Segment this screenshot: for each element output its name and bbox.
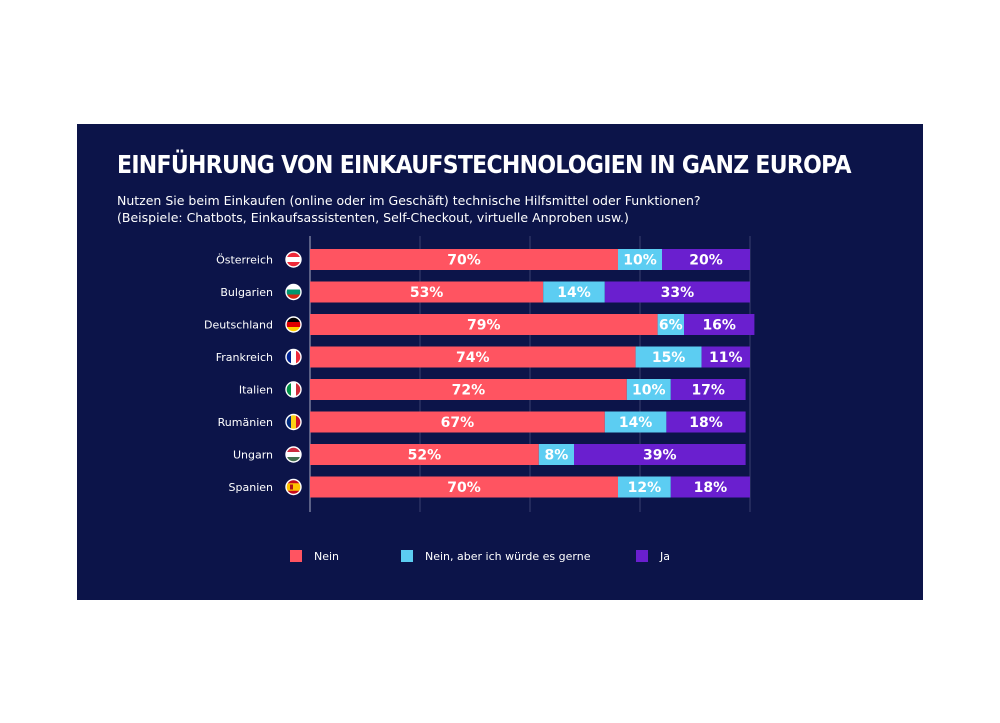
romania-flag-icon <box>286 414 301 430</box>
value-label-ja-ungarn: 39% <box>643 448 677 464</box>
bar-nein-rumaenien <box>310 411 605 433</box>
germany-flag-icon <box>286 317 301 332</box>
value-label-nein-aber-ich-wuerde-es-gerne-rumaenien: 14% <box>619 415 653 431</box>
country-label-frankreich: Frankreich <box>216 351 273 364</box>
value-label-nein-aber-ich-wuerde-es-gerne-bulgarien: 14% <box>557 285 591 301</box>
bar-nein-aber-ich-wuerde-es-gerne-spanien <box>618 476 671 498</box>
flag-ring <box>285 316 302 333</box>
value-label-nein-frankreich: 74% <box>456 350 490 366</box>
value-label-ja-spanien: 18% <box>694 480 728 496</box>
bar-nein-aber-ich-wuerde-es-gerne-oesterreich <box>618 249 662 270</box>
value-label-ja-deutschland: 16% <box>702 318 736 334</box>
value-label-nein-bulgarien: 53% <box>410 285 444 301</box>
bar-nein-oesterreich <box>310 249 618 270</box>
bar-nein-aber-ich-wuerde-es-gerne-frankreich <box>635 346 702 368</box>
bar-ja-deutschland <box>684 314 755 335</box>
bar-nein-aber-ich-wuerde-es-gerne-ungarn <box>538 444 574 465</box>
bar-ja-spanien <box>670 476 750 498</box>
flag-ring <box>285 446 302 463</box>
value-label-nein-italien: 72% <box>452 383 486 399</box>
bar-nein-spanien <box>310 476 618 498</box>
italy-flag-icon <box>286 382 301 397</box>
country-label-deutschland: Deutschland <box>204 319 273 332</box>
value-label-ja-oesterreich: 20% <box>689 253 723 269</box>
austria-flag-icon <box>286 252 301 267</box>
legend-label-nein: Nein <box>314 550 339 563</box>
country-label-oesterreich: Österreich <box>216 254 273 267</box>
chart-subtitle-line-1: Nutzen Sie beim Einkaufen (online oder i… <box>117 193 701 208</box>
flag-ring <box>285 251 302 268</box>
legend-swatch-nein <box>290 550 302 562</box>
value-label-nein-aber-ich-wuerde-es-gerne-spanien: 12% <box>628 480 662 496</box>
value-label-nein-oesterreich: 70% <box>447 253 481 269</box>
bar-ja-bulgarien <box>604 281 750 303</box>
value-label-ja-italien: 17% <box>691 383 725 399</box>
value-label-ja-frankreich: 11% <box>709 350 743 366</box>
hungary-flag-icon <box>286 447 301 462</box>
value-label-nein-rumaenien: 67% <box>441 415 475 431</box>
value-label-nein-aber-ich-wuerde-es-gerne-italien: 10% <box>632 383 666 399</box>
value-label-nein-aber-ich-wuerde-es-gerne-ungarn: 8% <box>545 448 569 464</box>
bar-ja-ungarn <box>574 444 746 465</box>
spain-flag-icon <box>286 479 301 495</box>
chart-title: EINFÜHRUNG VON EINKAUFSTECHNOLOGIEN IN G… <box>117 150 852 179</box>
bar-nein-bulgarien <box>310 281 544 303</box>
flag-ring <box>285 413 302 431</box>
value-label-ja-bulgarien: 33% <box>661 285 695 301</box>
bar-nein-aber-ich-wuerde-es-gerne-deutschland <box>657 314 684 335</box>
bar-nein-aber-ich-wuerde-es-gerne-bulgarien <box>543 281 605 303</box>
country-label-rumaenien: Rumänien <box>218 416 273 429</box>
flag-ring <box>285 478 302 496</box>
value-label-nein-aber-ich-wuerde-es-gerne-frankreich: 15% <box>652 350 686 366</box>
bar-nein-italien <box>310 379 627 400</box>
flag-ring <box>285 381 302 398</box>
bar-nein-frankreich <box>310 346 636 368</box>
bar-nein-ungarn <box>310 444 539 465</box>
bar-ja-frankreich <box>701 346 750 368</box>
bar-ja-oesterreich <box>662 249 750 270</box>
country-label-spanien: Spanien <box>229 481 274 494</box>
flag-ring <box>285 283 302 301</box>
value-label-nein-aber-ich-wuerde-es-gerne-oesterreich: 10% <box>623 253 657 269</box>
bar-ja-rumaenien <box>666 411 746 433</box>
value-label-nein-spanien: 70% <box>447 480 481 496</box>
chart-subtitle-line-2: (Beispiele: Chatbots, Einkaufsassistente… <box>117 210 629 225</box>
bar-nein-aber-ich-wuerde-es-gerne-italien <box>626 379 671 400</box>
country-label-italien: Italien <box>239 384 273 397</box>
country-label-bulgarien: Bulgarien <box>220 286 273 299</box>
country-label-ungarn: Ungarn <box>233 449 273 462</box>
legend-label-nein-aber-ich-wuerde-es-gerne: Nein, aber ich würde es gerne <box>425 550 591 563</box>
value-label-ja-rumaenien: 18% <box>689 415 723 431</box>
value-label-nein-ungarn: 52% <box>408 448 442 464</box>
legend-swatch-nein-aber-ich-wuerde-es-gerne <box>401 550 413 562</box>
legend-label-ja: Ja <box>659 550 670 563</box>
legend-swatch-ja <box>636 550 648 562</box>
france-flag-icon <box>286 349 301 365</box>
flag-ring <box>285 348 302 366</box>
bulgaria-flag-icon <box>286 284 301 300</box>
value-label-nein-deutschland: 79% <box>467 318 501 334</box>
bar-nein-deutschland <box>310 314 658 335</box>
bar-nein-aber-ich-wuerde-es-gerne-rumaenien <box>604 411 667 433</box>
bar-ja-italien <box>670 379 746 400</box>
value-label-nein-aber-ich-wuerde-es-gerne-deutschland: 6% <box>659 318 683 334</box>
